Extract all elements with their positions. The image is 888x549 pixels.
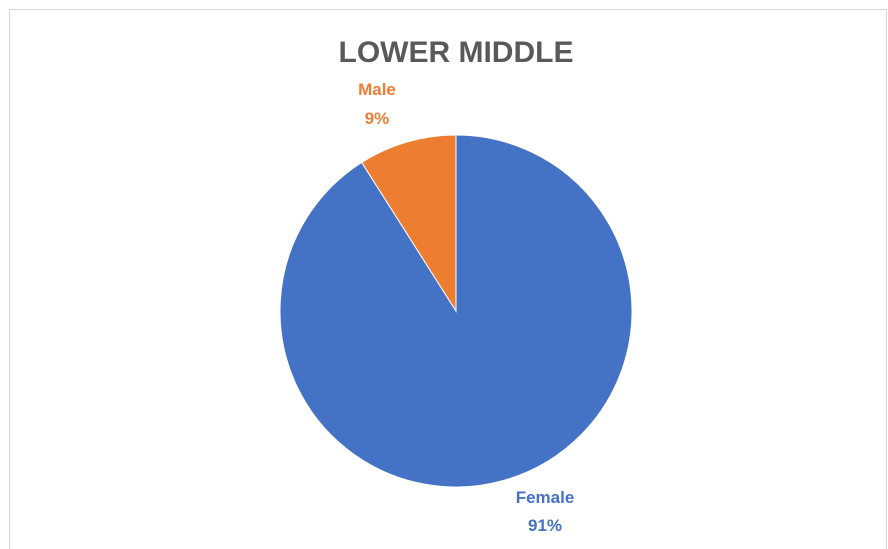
slice-label-male: Male 9% [358,80,396,128]
slice-value-label: 91% [528,516,562,535]
slice-category-label: Female [516,488,575,507]
pie-slice-female [279,134,633,488]
chart-title: LOWER MIDDLE [339,36,574,69]
slice-category-label: Male [358,80,396,99]
pie-slices [279,134,633,488]
slice-label-female: Female 91% [516,488,575,535]
slice-value-label: 9% [365,109,390,128]
pie-slice-male [361,134,457,313]
